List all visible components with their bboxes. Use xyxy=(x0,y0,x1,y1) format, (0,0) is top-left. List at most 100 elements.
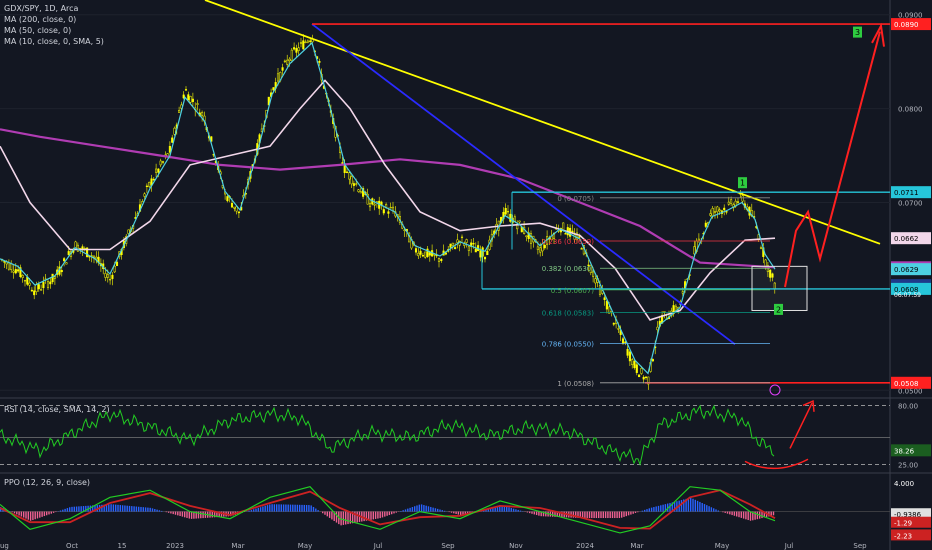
ppo-histogram-bar xyxy=(489,507,492,512)
candle-body xyxy=(306,40,309,43)
ppo-histogram-bar xyxy=(542,511,545,517)
candle-body xyxy=(421,255,424,257)
ppo-histogram-bar xyxy=(278,504,280,512)
fib-level-label: 1 (0.0508) xyxy=(557,380,594,388)
ppo-histogram-bar xyxy=(391,511,393,515)
ppo-histogram-bar xyxy=(591,511,593,519)
ppo-histogram-bar xyxy=(425,505,427,512)
ppo-histogram-bar xyxy=(581,511,584,519)
ppo-histogram-bar xyxy=(262,506,264,512)
candle-body xyxy=(295,48,298,53)
ppo-histogram-bar xyxy=(48,511,50,515)
candle-body xyxy=(362,188,365,197)
ppo-histogram-bar xyxy=(455,511,457,514)
candle-body xyxy=(283,60,286,63)
candle-body xyxy=(148,181,151,187)
ppo-histogram-bar xyxy=(335,511,338,523)
ppo-histogram-bar xyxy=(188,511,190,519)
ppo-histogram-bar xyxy=(607,511,609,519)
ppo-histogram-bar xyxy=(648,508,650,512)
ppo-histogram-bar xyxy=(729,511,731,515)
ppo-histogram-bar xyxy=(411,507,414,512)
candle-body xyxy=(355,183,358,185)
ppo-histogram-bar xyxy=(517,509,519,512)
ppo-histogram-bar xyxy=(41,511,43,517)
candle-body xyxy=(67,251,70,255)
candle-body xyxy=(345,171,349,173)
ppo-histogram-bar xyxy=(388,511,391,516)
ppo-tick-label: -2.23 xyxy=(894,532,912,540)
ppo-histogram-bar xyxy=(561,511,563,518)
ppo-histogram-bar xyxy=(85,505,87,512)
candle-body xyxy=(638,374,641,378)
candle-body xyxy=(725,211,728,213)
candle-body xyxy=(42,281,45,289)
ppo-histogram-bar xyxy=(692,498,694,512)
candle-body xyxy=(509,213,512,222)
ppo-histogram-bar xyxy=(496,505,499,512)
candle-body xyxy=(12,270,15,273)
ppo-histogram-bar xyxy=(282,504,285,512)
ppo-histogram-bar xyxy=(18,511,20,516)
fib-level-label: 0.382 (0.0630) xyxy=(542,265,594,273)
ppo-histogram-bar xyxy=(437,508,439,512)
wave-label-box xyxy=(774,303,783,315)
time-axis-label: Jul xyxy=(784,542,794,550)
ppo-histogram-bar xyxy=(55,511,57,513)
ppo-histogram-bar xyxy=(356,511,358,523)
ppo-histogram-bar xyxy=(726,511,729,514)
ppo-histogram-bar xyxy=(710,507,713,512)
ppo-histogram-bar xyxy=(322,511,324,514)
candle-body xyxy=(769,269,772,278)
ppo-histogram-bar xyxy=(230,511,232,517)
ppo-histogram-bar xyxy=(609,511,611,519)
candle-body xyxy=(635,364,638,373)
ppo-histogram-bar xyxy=(128,505,131,512)
candle-body xyxy=(187,94,190,101)
ppo-histogram-bar xyxy=(276,504,278,512)
ppo-histogram-bar xyxy=(664,504,667,512)
ppo-histogram-bar xyxy=(416,505,418,512)
ppo-histogram-bar xyxy=(135,506,138,512)
ppo-axis-badge xyxy=(891,508,931,520)
candle-body xyxy=(201,112,204,116)
price-axis-badge-text: 0.0711 xyxy=(894,189,919,197)
candle-body xyxy=(504,208,507,215)
ppo-histogram-bar xyxy=(492,507,494,512)
candle-body xyxy=(727,201,730,205)
ppo-histogram-bar xyxy=(142,507,144,512)
ppo-histogram-bar xyxy=(404,509,407,512)
ppo-histogram-bar xyxy=(342,511,345,525)
ppo-histogram-bar xyxy=(701,503,703,512)
price-axis-badge xyxy=(891,376,931,389)
ppo-tick-label: -0.9386 xyxy=(894,511,922,519)
ppo-histogram-bar xyxy=(423,505,425,512)
candle-body xyxy=(352,183,355,186)
ppo-histogram-bar xyxy=(186,511,188,518)
ppo-histogram-bar xyxy=(158,510,161,512)
candle-body xyxy=(95,256,98,260)
candle-body xyxy=(536,246,539,250)
candle-body xyxy=(309,40,312,42)
ppo-histogram-bar xyxy=(683,499,685,512)
time-axis-label: 2024 xyxy=(576,542,594,550)
ppo-histogram-bar xyxy=(740,511,742,518)
candle-body xyxy=(65,262,68,265)
ppo-histogram-bar xyxy=(110,504,112,512)
ppo-histogram-bar xyxy=(600,511,602,519)
fib-level-label: 0.618 (0.0583) xyxy=(542,309,594,317)
ppo-histogram-bar xyxy=(439,509,441,512)
ppo-histogram-bar xyxy=(736,511,738,517)
candle-body xyxy=(704,222,707,227)
ppo-histogram-bar xyxy=(165,511,167,513)
candle-body xyxy=(771,273,774,278)
ppo-histogram-bar xyxy=(508,507,510,512)
ppo-histogram-bar xyxy=(630,511,632,515)
ppo-histogram-bar xyxy=(315,508,317,512)
ma10-line xyxy=(0,41,776,375)
ppo-histogram-bar xyxy=(731,511,733,516)
candle-body xyxy=(539,247,542,253)
ppo-histogram-bar xyxy=(202,511,204,519)
ppo-histogram-bar xyxy=(32,511,34,521)
